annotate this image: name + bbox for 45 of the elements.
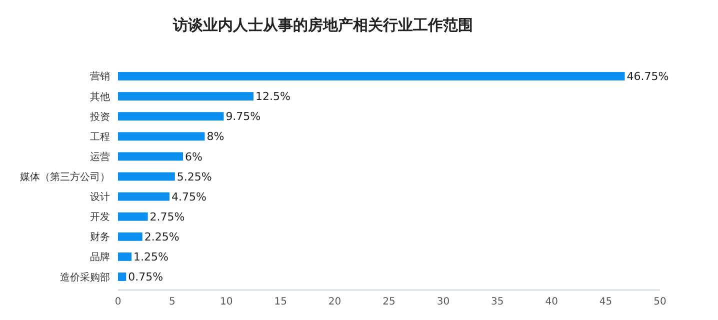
bar <box>118 152 184 161</box>
data-label: 8% <box>206 130 224 144</box>
bar <box>118 132 205 141</box>
x-tick-label: 15 <box>274 296 287 308</box>
y-tick-label: 运营 <box>90 150 110 163</box>
bar <box>118 172 175 181</box>
data-label: 12.5% <box>256 90 290 104</box>
y-tick-label: 造价采购部 <box>60 271 110 284</box>
chart-title: 访谈业内人士从事的房地产相关行业工作范围 <box>172 16 473 34</box>
y-tick-label: 设计 <box>90 191 110 204</box>
y-tick-label: 投资 <box>89 110 110 123</box>
data-label: 46.75% <box>626 70 669 84</box>
data-label: 5.25% <box>176 170 212 184</box>
bar <box>118 232 142 241</box>
x-tick-label: 45 <box>599 296 612 308</box>
x-tick-label: 0 <box>114 296 122 308</box>
y-tick-label: 营销 <box>90 70 110 83</box>
data-label: 0.75% <box>128 270 164 284</box>
bar <box>118 72 625 80</box>
bar <box>118 272 126 281</box>
bar <box>118 212 148 221</box>
data-label: 2.75% <box>150 210 185 224</box>
x-tick-label: 5 <box>169 296 176 308</box>
x-tick-label: 30 <box>436 296 450 308</box>
x-tick-label: 50 <box>654 296 666 308</box>
y-tick-label: 媒体（第三方公司） <box>20 171 110 183</box>
bar <box>118 112 224 121</box>
bar <box>118 252 132 261</box>
bar <box>118 92 254 100</box>
x-tick-label: 40 <box>545 296 558 308</box>
y-tick-label: 财务 <box>90 231 110 244</box>
y-tick-label: 工程 <box>90 132 110 143</box>
x-tick-label: 10 <box>220 296 233 308</box>
data-label: 6% <box>185 150 202 164</box>
x-tick-label: 35 <box>491 296 504 308</box>
y-tick-label: 其他 <box>90 90 110 103</box>
data-label: 1.25% <box>134 250 169 264</box>
data-label: 9.75% <box>226 110 261 124</box>
y-tick-label: 开发 <box>90 212 110 224</box>
bar <box>118 192 170 201</box>
data-label: 2.25% <box>144 230 180 244</box>
data-label: 4.75% <box>171 190 206 204</box>
x-tick-label: 20 <box>328 296 342 308</box>
y-tick-label: 品牌 <box>90 251 110 264</box>
x-tick-label: 25 <box>382 296 396 308</box>
